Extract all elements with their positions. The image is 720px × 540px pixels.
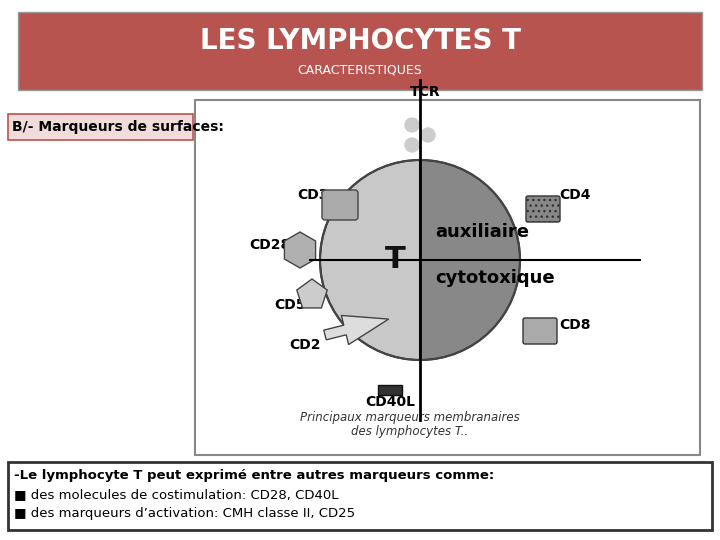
Text: CD2: CD2 [289, 338, 320, 352]
Text: T: T [384, 246, 405, 274]
Text: ■ des molecules de costimulation: CD28, CD40L: ■ des molecules de costimulation: CD28, … [14, 489, 338, 502]
Text: ■ des marqueurs d’activation: CMH classe II, CD25: ■ des marqueurs d’activation: CMH classe… [14, 508, 355, 521]
Text: LES LYMPHOCYTES T: LES LYMPHOCYTES T [199, 27, 521, 55]
Wedge shape [320, 160, 420, 360]
Circle shape [421, 128, 435, 142]
FancyBboxPatch shape [322, 190, 358, 220]
Text: CD5: CD5 [274, 298, 306, 312]
FancyBboxPatch shape [8, 114, 193, 140]
Text: CD3: CD3 [297, 188, 329, 202]
Bar [378, 385, 402, 395]
Text: Principaux marqueurs membranaires: Principaux marqueurs membranaires [300, 410, 520, 423]
FancyBboxPatch shape [523, 318, 557, 344]
Text: B/- Marqueurs de surfaces:: B/- Marqueurs de surfaces: [12, 120, 224, 134]
Text: des lymphocytes T..: des lymphocytes T.. [351, 426, 469, 438]
Circle shape [405, 138, 419, 152]
Text: TCR: TCR [410, 85, 441, 99]
FancyArrow shape [324, 315, 389, 345]
Text: CD4: CD4 [559, 188, 590, 202]
FancyBboxPatch shape [526, 196, 560, 222]
Text: CD40L: CD40L [365, 395, 415, 409]
Text: -Le lymphocyte T peut exprimé entre autres marqueurs comme:: -Le lymphocyte T peut exprimé entre autr… [14, 469, 494, 483]
FancyBboxPatch shape [8, 462, 712, 530]
FancyBboxPatch shape [18, 12, 702, 90]
Text: CD8: CD8 [559, 318, 590, 332]
Wedge shape [420, 160, 520, 360]
Text: CD28: CD28 [249, 238, 291, 252]
Text: CARACTERISTIQUES: CARACTERISTIQUES [297, 64, 423, 77]
Text: auxiliaire: auxiliaire [435, 223, 529, 241]
FancyBboxPatch shape [195, 100, 700, 455]
Text: cytotoxique: cytotoxique [435, 269, 554, 287]
Circle shape [405, 118, 419, 132]
